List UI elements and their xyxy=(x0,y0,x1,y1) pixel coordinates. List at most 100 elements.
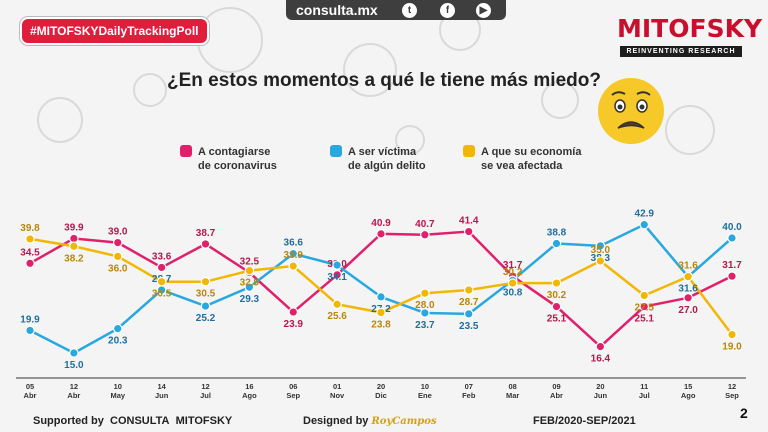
data-point xyxy=(112,323,123,334)
data-label: 31.6 xyxy=(678,261,698,272)
designed-label: Designed by xyxy=(303,415,369,427)
data-label: 33.9 xyxy=(284,250,304,261)
data-label: 40.7 xyxy=(415,219,435,230)
x-tick-label: 10 xyxy=(114,382,122,391)
data-point xyxy=(551,278,562,288)
x-tick-label: Jun xyxy=(155,391,169,400)
x-tick-label: 10 xyxy=(421,382,429,391)
data-label: 30.2 xyxy=(547,290,567,301)
consulta-label: CONSULTA xyxy=(110,415,170,427)
brand-logo: MITOFSKY xyxy=(617,14,763,43)
data-label: 16.4 xyxy=(591,354,611,365)
data-label: 36.0 xyxy=(108,263,128,274)
x-tick-label: 07 xyxy=(465,382,473,391)
data-label: 27.5 xyxy=(635,303,655,314)
data-point xyxy=(727,329,737,340)
data-label: 38.2 xyxy=(64,253,84,264)
data-label: 39.8 xyxy=(20,223,40,234)
data-point xyxy=(639,219,650,230)
legend-label: A contagiarse xyxy=(198,146,271,158)
data-point xyxy=(112,237,123,248)
x-tick-label: 05 xyxy=(26,382,34,391)
x-tick-label: Abr xyxy=(67,391,80,400)
data-label: 30.5 xyxy=(196,289,216,300)
x-tick-label: Mar xyxy=(506,391,519,400)
data-label: 25.6 xyxy=(327,311,347,322)
data-point xyxy=(683,292,693,303)
x-tick-label: Nov xyxy=(330,391,345,400)
twitter-icon[interactable]: t xyxy=(402,3,417,18)
page-number: 2 xyxy=(740,405,748,421)
youtube-icon[interactable]: ▶ xyxy=(476,3,491,18)
footer-period: FEB/2020-SEP/2021 xyxy=(533,415,636,427)
data-label: 30.2 xyxy=(503,267,523,278)
data-point xyxy=(25,325,35,336)
x-tick-label: 01 xyxy=(333,382,341,391)
data-point xyxy=(683,271,693,282)
x-tick-label: 14 xyxy=(157,382,166,391)
x-tick-label: 09 xyxy=(552,382,560,391)
x-tick-label: 12 xyxy=(201,382,209,391)
data-point xyxy=(639,301,650,312)
brand-tagline: REINVENTING RESEARCH xyxy=(620,46,742,57)
data-point xyxy=(376,229,386,239)
mitofsky-label: MITOFSKY xyxy=(175,415,233,427)
data-point xyxy=(332,269,342,280)
x-tick-label: 15 xyxy=(684,382,692,391)
site-link[interactable]: consulta.mx xyxy=(296,2,378,18)
x-tick-label: Ago xyxy=(242,391,257,400)
data-point xyxy=(332,299,342,310)
data-point xyxy=(463,285,474,295)
data-label: 33.6 xyxy=(152,251,172,262)
data-label: 38.8 xyxy=(547,228,567,239)
data-label: 39.9 xyxy=(64,222,84,233)
data-point xyxy=(595,256,606,266)
facebook-icon[interactable]: f xyxy=(440,3,455,18)
data-label: 30.5 xyxy=(152,289,172,300)
data-point xyxy=(200,301,211,311)
data-label: 32.9 xyxy=(240,278,260,289)
data-label: 23.7 xyxy=(415,320,435,331)
data-label: 42.9 xyxy=(635,209,655,220)
data-label: 40.0 xyxy=(722,222,742,233)
data-label: 29.3 xyxy=(240,294,260,305)
data-point xyxy=(156,262,167,273)
x-tick-label: Sep xyxy=(725,391,739,400)
data-label: 25.2 xyxy=(196,313,216,324)
x-tick-label: 06 xyxy=(289,382,297,391)
data-point xyxy=(69,233,79,244)
data-point xyxy=(112,251,123,262)
data-label: 31.6 xyxy=(678,284,698,295)
data-label: 23.8 xyxy=(371,320,391,331)
data-point xyxy=(463,309,474,319)
data-label: 31.7 xyxy=(503,260,523,271)
chart-title: ¿En estos momentos a qué le tiene más mi… xyxy=(167,70,601,91)
data-label: 19.9 xyxy=(20,314,40,325)
legend-item-economia: A que su economía se vea afectada xyxy=(463,145,581,173)
data-label: 30.8 xyxy=(503,287,523,298)
data-label: 19.0 xyxy=(722,342,742,353)
data-label: 23.5 xyxy=(459,321,479,332)
x-tick-label: Jun xyxy=(594,391,608,400)
data-label: 15.0 xyxy=(64,360,84,371)
data-label: 32.5 xyxy=(240,257,260,268)
data-label: 34.1 xyxy=(327,272,347,283)
data-point xyxy=(200,276,211,287)
data-label: 25.1 xyxy=(635,314,655,325)
legend-item-delito: A ser víctima de algún delito xyxy=(330,145,426,173)
data-point xyxy=(244,265,255,276)
x-tick-label: Ene xyxy=(418,391,432,400)
data-label: 39.0 xyxy=(108,227,128,238)
designer-signature: RoyCampos xyxy=(371,416,437,427)
x-tick-label: Jul xyxy=(639,391,650,400)
data-point xyxy=(288,307,299,317)
x-tick-label: Feb xyxy=(462,391,476,400)
data-point xyxy=(420,229,430,240)
legend-label: de coronavirus xyxy=(198,160,277,172)
data-point xyxy=(332,260,342,270)
data-point xyxy=(595,341,606,352)
x-tick-label: Ago xyxy=(681,391,696,400)
data-label: 25.1 xyxy=(547,314,567,325)
data-point xyxy=(244,282,255,293)
